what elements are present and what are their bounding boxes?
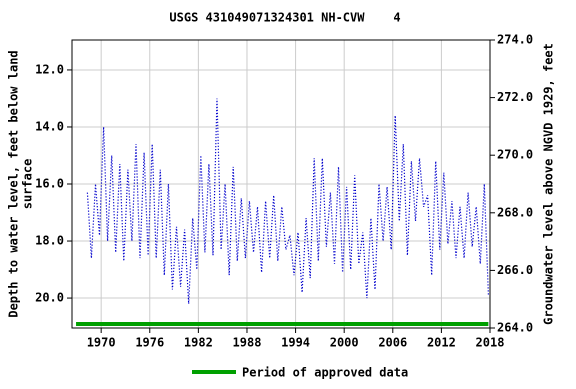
y2-tick-label: 272.0 [497, 90, 533, 104]
y2-tick-label: 268.0 [497, 205, 533, 219]
y2-tick-label: 266.0 [497, 263, 533, 277]
chart-title: USGS 431049071324301 NH-CVW 4 [169, 11, 400, 25]
y2-tick-label: 270.0 [497, 148, 533, 162]
y2-tick-label: 274.0 [497, 33, 533, 47]
y-tick-label: 12.0 [35, 62, 64, 76]
x-tick-label: 2000 [330, 336, 359, 350]
y-axis-label: Depth to water level, feet below land [7, 50, 21, 317]
y-tick-label: 14.0 [35, 119, 64, 133]
x-tick-label: 1976 [135, 336, 164, 350]
x-tick-label: 2018 [476, 336, 505, 350]
x-tick-label: 1982 [184, 336, 213, 350]
y-tick-label: 20.0 [35, 291, 64, 305]
y-tick-label: 18.0 [35, 234, 64, 248]
legend-label: Period of approved data [242, 366, 408, 380]
data-line [86, 98, 489, 304]
x-tick-label: 1988 [233, 336, 262, 350]
x-tick-label: 1994 [281, 336, 310, 350]
y-axis-label: surface [21, 159, 35, 210]
x-tick-label: 2006 [378, 336, 407, 350]
x-tick-label: 1970 [87, 336, 116, 350]
y2-tick-label: 264.0 [497, 321, 533, 335]
plot-frame [71, 39, 491, 329]
y-tick-label: 16.0 [35, 177, 64, 191]
y2-axis-label: Groundwater level above NGVD 1929, feet [542, 43, 556, 325]
x-tick-label: 2012 [427, 336, 456, 350]
